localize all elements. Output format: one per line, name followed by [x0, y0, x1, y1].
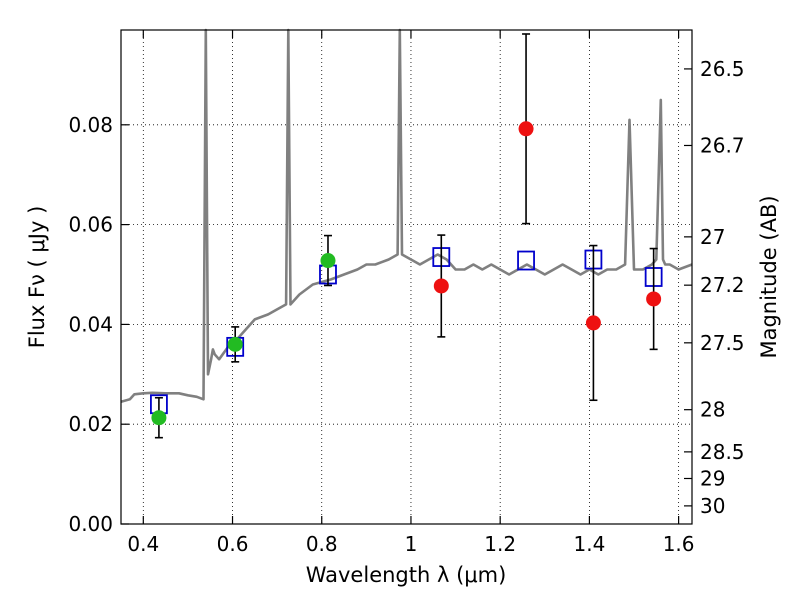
model-point-4: [517, 250, 535, 271]
sed-line: [120, 28, 693, 403]
x-tick-label-4: 1.2: [484, 532, 516, 556]
y-tick-labels: 0.00 0.02 0.04 0.06 0.08: [68, 113, 113, 536]
y2-axis-label: Magnitude (AB): [757, 195, 781, 358]
red-point-3: [646, 291, 662, 307]
x-tick-label-6: 1.6: [663, 532, 695, 556]
y-tick-label-2: 0.04: [68, 312, 113, 336]
y2-tick-label-2: 27: [700, 225, 725, 249]
y-tick-label-0: 0.00: [68, 512, 113, 536]
y2-tick-label-5: 28: [700, 398, 725, 422]
detection-point-2: [320, 253, 336, 269]
x-tick-label-3: 1: [405, 532, 418, 556]
x-tick-label-2: 0.8: [306, 532, 338, 556]
data-points: [150, 33, 663, 439]
y2-tick-label-8: 30: [700, 494, 725, 518]
model-sed: [120, 28, 693, 403]
x-tick-label-1: 0.6: [217, 532, 249, 556]
y-tick-label-1: 0.02: [68, 412, 113, 436]
x-tick-label-0: 0.4: [127, 532, 159, 556]
y2-tick-labels: 26.5 26.7 27 27.2 27.5 28 28.529 30: [700, 57, 745, 518]
plot-frame: [120, 29, 693, 525]
y2-tick-label-4: 27.5: [700, 331, 745, 355]
red-point-0: [433, 278, 449, 294]
y-tick-label-4: 0.08: [68, 113, 113, 137]
detection-point-0: [151, 410, 167, 426]
y-tick-label-3: 0.06: [68, 213, 113, 237]
detection-point-1: [227, 336, 243, 352]
x-axis-label: Wavelength λ (μm): [306, 563, 507, 587]
y2-tick-label-7: 29: [700, 466, 725, 490]
red-point-1: [518, 121, 534, 137]
x-tick-label-5: 1.4: [573, 532, 605, 556]
x-tick-labels: 0.4 0.6 0.8 1 1.2 1.4 1.6: [127, 532, 694, 556]
y2-tick-label-6: 28.5: [700, 440, 745, 464]
y-axis-label: Flux Fν ( μJy ): [25, 206, 49, 349]
red-point-2: [585, 315, 601, 331]
y2-tick-label-1: 26.7: [700, 133, 745, 157]
ticks: [121, 30, 692, 525]
y2-tick-label-3: 27.2: [700, 273, 745, 297]
y2-tick-label-0: 26.5: [700, 57, 745, 81]
